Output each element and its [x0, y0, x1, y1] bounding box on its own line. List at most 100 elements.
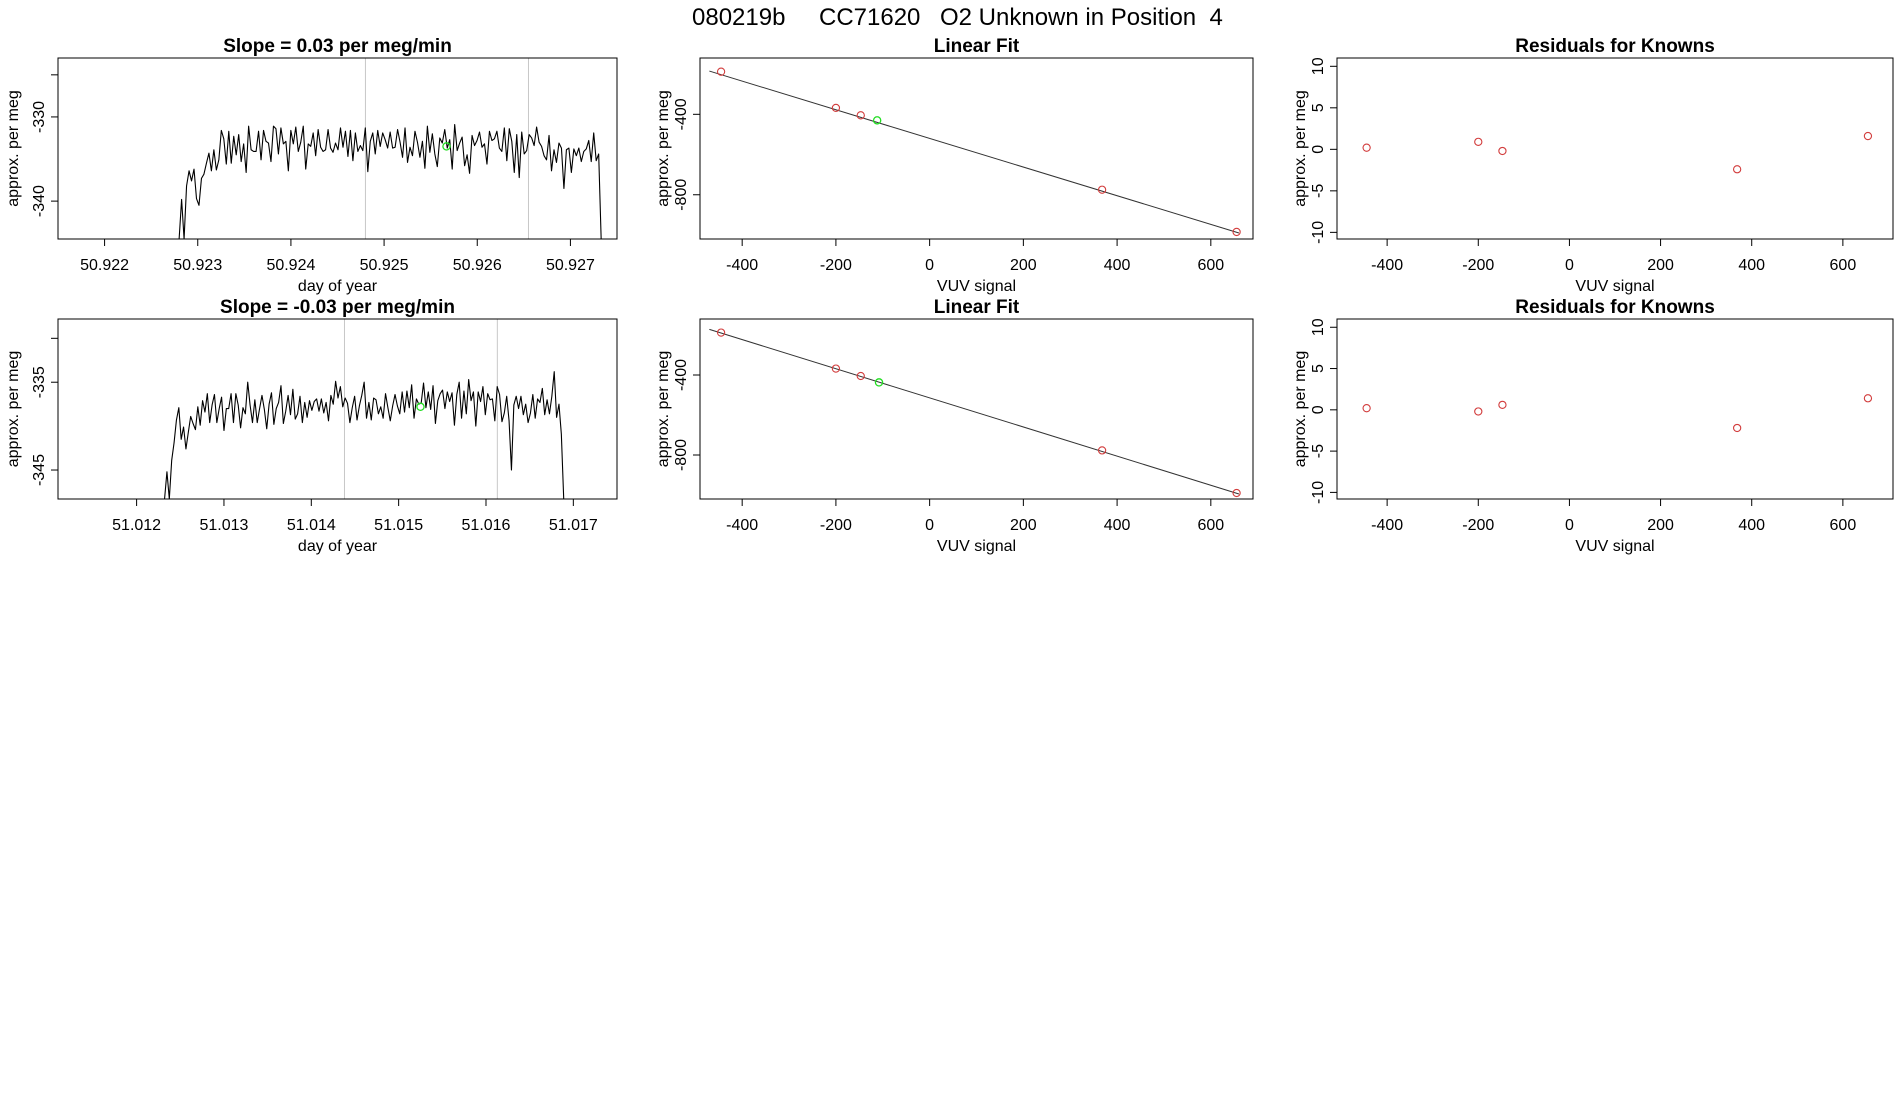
y-axis-label: approx. per meg [5, 90, 22, 207]
known-standard-point [1474, 407, 1483, 416]
figure-description: O2 Unknown in Position 4 [940, 4, 1223, 31]
x-tick-label: 51.017 [549, 517, 598, 534]
x-axis-label: VUV signal [1575, 278, 1654, 295]
y-tick-label: -330 [31, 101, 48, 133]
data-trace [178, 123, 602, 239]
x-tick-label: -400 [1371, 257, 1403, 274]
y-tick-label: -10 [1310, 481, 1327, 504]
unknown-sample-point [874, 378, 884, 387]
y-tick-label: 5 [1310, 103, 1327, 112]
x-tick-label: -400 [726, 517, 758, 534]
known-standard-point [1474, 137, 1483, 147]
known-standard-point [856, 111, 865, 120]
y-axis-label: approx. per meg [5, 351, 22, 468]
known-standard-point [716, 328, 726, 337]
known-standard-point [1232, 488, 1241, 498]
y-tick-label: 10 [1310, 57, 1327, 75]
x-tick-label: 200 [1647, 257, 1674, 274]
known-standard-point [856, 371, 865, 381]
known-standard-point [1732, 165, 1742, 174]
fit-line [709, 70, 1240, 234]
x-tick-label: 200 [1647, 517, 1674, 534]
x-tick-label: 51.015 [374, 517, 423, 534]
plot-frame [699, 57, 1254, 240]
chart-title: Linear Fit [934, 297, 1020, 318]
unknown-sample-point [872, 116, 882, 125]
known-standard-point [716, 67, 726, 76]
y-tick-label: -345 [31, 454, 48, 486]
x-tick-label: 0 [1565, 517, 1574, 534]
plot-area [178, 123, 602, 239]
x-tick-label: 51.013 [199, 517, 248, 534]
y-tick-label: -340 [31, 185, 48, 217]
y-tick-label: -400 [673, 359, 690, 391]
known-standard-point [1732, 423, 1742, 433]
x-tick-label: -400 [726, 257, 758, 274]
time-series-2-panel: Slope = -0.03 per meg/min 51.012 51.013 51.… [5, 297, 618, 555]
y-tick-label: 0 [1310, 405, 1327, 414]
plot-area [709, 67, 1241, 237]
x-tick-label: 50.927 [546, 257, 595, 274]
plot-area [1362, 394, 1873, 433]
data-trace [164, 371, 565, 499]
y-tick-label: 10 [1310, 318, 1327, 336]
x-tick-label: 51.012 [112, 517, 161, 534]
x-tick-label: -400 [1371, 517, 1403, 534]
chart-title: Linear Fit [934, 36, 1020, 57]
linear-fit-1-panel: Linear Fit -400 -200 0 200 400 600 VUV signal -8… [655, 36, 1254, 295]
y-axis-label: approx. per meg [655, 90, 672, 207]
y-axis-label: approx. per meg [1292, 90, 1309, 207]
x-tick-label: -200 [1462, 517, 1494, 534]
x-tick-label: 400 [1738, 257, 1765, 274]
y-tick-label: -10 [1310, 221, 1327, 244]
x-tick-label: 400 [1104, 257, 1131, 274]
x-tick-label: 0 [1565, 257, 1574, 274]
chart-title: Slope = 0.03 per meg/min [223, 36, 452, 57]
x-tick-label: 600 [1197, 517, 1224, 534]
y-tick-label: -800 [673, 179, 690, 211]
unknown-sample-point [442, 142, 451, 151]
x-axis-label: VUV signal [1575, 538, 1654, 555]
x-axis-label: day of year [298, 538, 378, 555]
x-axis-label: VUV signal [937, 538, 1016, 555]
x-tick-label: 50.925 [360, 257, 409, 274]
known-standard-point [1362, 404, 1371, 413]
x-tick-label: 51.014 [287, 517, 336, 534]
plot-area [709, 328, 1241, 498]
x-tick-label: 0 [925, 257, 934, 274]
x-axis-label: VUV signal [937, 278, 1016, 295]
x-tick-label: 50.922 [80, 257, 129, 274]
y-tick-label: -400 [673, 98, 690, 130]
x-tick-label: 400 [1104, 517, 1131, 534]
known-standard-point [1097, 185, 1107, 194]
x-tick-label: 400 [1738, 517, 1765, 534]
known-standard-point [1362, 143, 1371, 152]
plot-frame [699, 318, 1254, 500]
x-tick-label: 50.923 [173, 257, 222, 274]
plot-frame [1336, 57, 1894, 240]
plot-frame [1336, 318, 1894, 500]
x-tick-label: 50.926 [453, 257, 502, 274]
x-tick-label: 600 [1197, 257, 1224, 274]
plot-frame [57, 318, 618, 500]
y-tick-label: 0 [1310, 145, 1327, 154]
x-tick-label: 600 [1830, 257, 1857, 274]
known-standard-point [831, 103, 841, 113]
x-tick-label: 0 [925, 517, 934, 534]
known-standard-point [1863, 394, 1873, 403]
known-standard-point [831, 364, 841, 373]
y-axis-label: approx. per meg [1292, 351, 1309, 468]
residuals-2-panel: Residuals for Knowns -400 -200 0 200 400 600 VU… [1292, 297, 1894, 555]
unknown-sample-point [416, 402, 425, 412]
time-series-1-panel: Slope = 0.03 per meg/min 50.922 50.923 50.9… [5, 36, 618, 295]
x-tick-label: -200 [820, 517, 852, 534]
known-standard-point [1232, 227, 1241, 237]
y-axis-label: approx. per meg [655, 351, 672, 468]
x-tick-label: 50.924 [266, 257, 315, 274]
chart-title: Slope = -0.03 per meg/min [220, 297, 455, 318]
x-tick-label: 200 [1010, 257, 1037, 274]
figure-run-id: 080219b [692, 4, 785, 31]
y-tick-label: -5 [1310, 184, 1327, 198]
known-standard-point [1498, 146, 1507, 156]
